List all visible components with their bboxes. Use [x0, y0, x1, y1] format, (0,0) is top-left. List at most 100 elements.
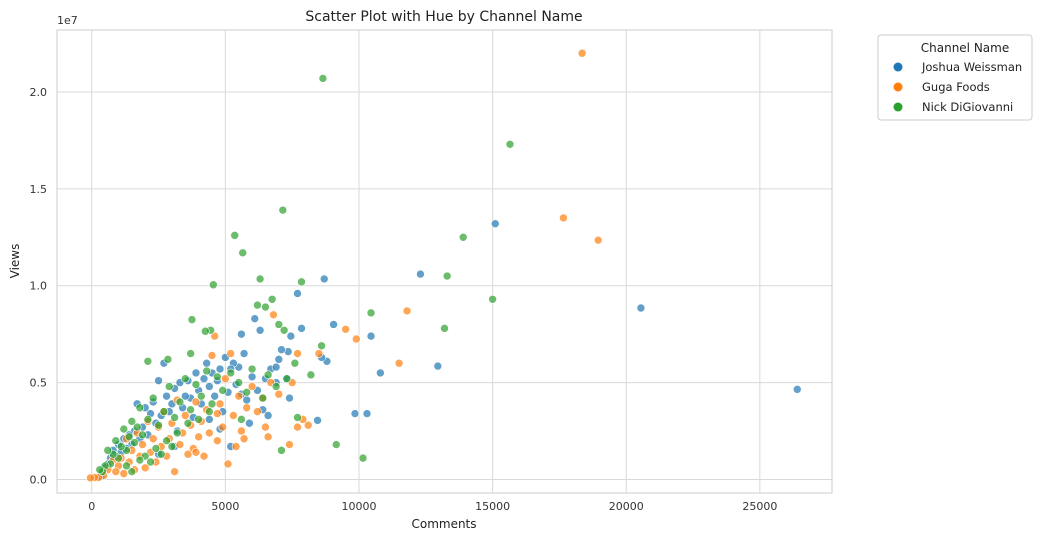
point-nick-digiovanni [234, 378, 244, 387]
y-tick-labels: 0.0 0.5 1.0 1.5 2.0 [30, 86, 48, 486]
point-nick-digiovanni [230, 231, 240, 240]
point-joshua-weissman [274, 355, 284, 364]
point-nick-digiovanni [119, 424, 129, 434]
point-nick-digiovanni [213, 372, 222, 382]
point-guga-foods [213, 409, 222, 418]
point-joshua-weissman [285, 393, 294, 403]
point-nick-digiovanni [331, 440, 341, 449]
point-guga-foods [263, 432, 273, 442]
legend-label-guga-foods: Guga Foods [922, 80, 990, 94]
point-nick-digiovanni [271, 382, 281, 391]
point-guga-foods [593, 235, 603, 245]
point-nick-digiovanni [103, 446, 113, 455]
point-joshua-weissman [297, 324, 306, 333]
point-guga-foods [119, 469, 129, 478]
point-nick-digiovanni [180, 374, 190, 384]
point-guga-foods [402, 306, 412, 316]
point-guga-foods [213, 436, 222, 445]
point-nick-digiovanni [255, 274, 265, 284]
point-nick-digiovanni [218, 386, 227, 395]
point-nick-digiovanni [116, 442, 126, 451]
point-guga-foods [194, 432, 203, 442]
point-joshua-weissman [210, 391, 219, 401]
point-nick-digiovanni [111, 436, 121, 445]
legend-marker-joshua-weissman [893, 62, 903, 72]
point-nick-digiovanni [209, 280, 218, 290]
point-joshua-weissman [245, 418, 254, 428]
point-guga-foods [231, 442, 241, 451]
x-tick-label: 0 [88, 500, 95, 513]
point-nick-digiovanni [263, 370, 273, 380]
point-guga-foods [183, 449, 193, 459]
point-guga-foods [111, 467, 121, 476]
y-tick-label: 2.0 [30, 86, 48, 99]
point-guga-foods [180, 411, 190, 420]
point-guga-foods [229, 411, 238, 420]
point-nick-digiovanni [167, 442, 177, 451]
point-nick-digiovanni [162, 436, 171, 445]
point-joshua-weissman [376, 368, 385, 378]
point-joshua-weissman [433, 361, 443, 371]
point-nick-digiovanni [154, 420, 163, 430]
point-nick-digiovanni [127, 417, 137, 426]
point-nick-digiovanni [127, 467, 137, 476]
point-guga-foods [170, 467, 179, 476]
point-nick-digiovanni [135, 455, 145, 465]
point-joshua-weissman [237, 329, 246, 339]
chart-title: Scatter Plot with Hue by Channel Name [305, 9, 582, 25]
point-guga-foods [199, 451, 209, 461]
point-guga-foods [140, 463, 150, 473]
point-guga-foods [303, 420, 313, 430]
point-joshua-weissman [205, 382, 214, 391]
point-nick-digiovanni [440, 324, 449, 333]
point-guga-foods [253, 407, 262, 416]
point-guga-foods [215, 399, 225, 409]
point-nick-digiovanni [277, 446, 286, 455]
point-nick-digiovanni [186, 349, 195, 358]
point-nick-digiovanni [267, 294, 277, 304]
point-nick-digiovanni [201, 326, 210, 336]
y-tick-label: 1.0 [30, 280, 48, 293]
legend-label-nick-digiovanni: Nick DiGiovanni [922, 100, 1013, 114]
y-tick-label: 0.5 [30, 377, 48, 390]
point-nick-digiovanni [226, 368, 236, 378]
legend: Channel Name Joshua Weissman Guga Foods Ni… [877, 34, 1033, 121]
legend-title: Channel Name [921, 41, 1009, 55]
point-nick-digiovanni [143, 356, 153, 366]
point-nick-digiovanni [156, 449, 166, 459]
legend-label-joshua-weissman: Joshua Weissman [921, 60, 1022, 74]
point-nick-digiovanni [164, 382, 174, 391]
point-joshua-weissman [366, 331, 376, 341]
point-nick-digiovanni [505, 139, 515, 149]
plot-frame [56, 29, 833, 494]
x-tick-label: 25000 [742, 500, 777, 513]
x-tick-label: 5000 [211, 500, 239, 513]
point-joshua-weissman [202, 358, 211, 368]
point-guga-foods [226, 349, 236, 358]
point-nick-digiovanni [170, 413, 179, 422]
point-joshua-weissman [199, 374, 209, 384]
point-nick-digiovanni [237, 415, 246, 424]
point-guga-foods [234, 391, 244, 401]
point-nick-digiovanni [143, 415, 153, 424]
y-tick-label: 1.5 [30, 183, 48, 196]
point-joshua-weissman [271, 362, 281, 372]
point-joshua-weissman [362, 409, 372, 418]
point-nick-digiovanni [293, 413, 302, 422]
point-nick-digiovanni [258, 393, 268, 403]
y-tick-label: 0.0 [30, 473, 48, 486]
point-joshua-weissman [636, 303, 646, 313]
point-nick-digiovanni [148, 393, 158, 403]
point-nick-digiovanni [175, 397, 185, 407]
point-joshua-weissman [154, 376, 163, 385]
point-joshua-weissman [205, 415, 214, 424]
point-guga-foods [237, 426, 246, 436]
point-nick-digiovanni [197, 391, 206, 401]
point-guga-foods [138, 440, 147, 449]
x-tick-label: 20000 [609, 500, 644, 513]
point-joshua-weissman [277, 345, 286, 354]
point-nick-digiovanni [183, 418, 193, 428]
point-nick-digiovanni [318, 74, 328, 83]
point-nick-digiovanni [172, 428, 182, 438]
legend-box [877, 34, 1033, 121]
